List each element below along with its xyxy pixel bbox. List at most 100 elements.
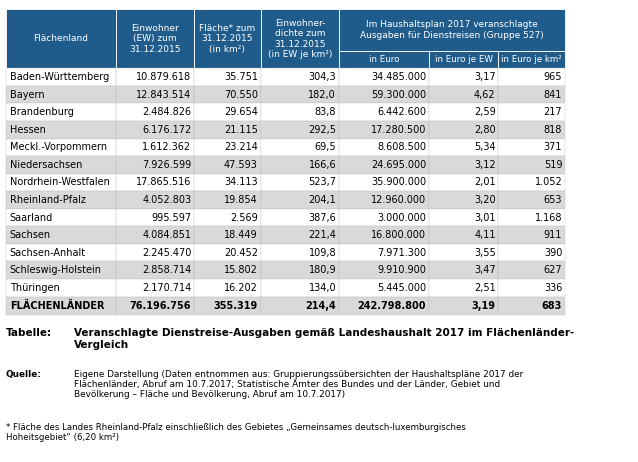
Bar (498, 261, 565, 279)
Text: 9.910.900: 9.910.900 (377, 265, 426, 275)
Bar (498, 279, 565, 297)
Text: 2,59: 2,59 (474, 107, 496, 117)
Text: Nordrhein-Westfalen: Nordrhein-Westfalen (10, 177, 110, 188)
Bar (194, 9, 261, 68)
Bar (6, 279, 116, 297)
Bar (339, 244, 429, 261)
Bar (6, 121, 116, 139)
Bar (339, 86, 429, 103)
Text: Tabelle:: Tabelle: (6, 328, 52, 338)
Text: 221,4: 221,4 (308, 230, 336, 240)
Text: 965: 965 (544, 72, 562, 82)
Bar (116, 86, 194, 103)
Bar (498, 121, 565, 139)
Bar (194, 279, 261, 297)
Bar (339, 174, 429, 191)
Text: 34.113: 34.113 (225, 177, 258, 188)
Text: Fläche* zum
31.12.2015
(in km²): Fläche* zum 31.12.2015 (in km²) (199, 24, 256, 54)
Bar (339, 51, 429, 68)
Text: 2.170.714: 2.170.714 (142, 283, 191, 293)
Bar (261, 279, 339, 297)
Text: 4,62: 4,62 (474, 90, 496, 100)
Bar (194, 156, 261, 174)
Text: Sachsen: Sachsen (10, 230, 51, 240)
Text: 20.452: 20.452 (224, 248, 258, 258)
Bar (498, 86, 565, 103)
Bar (429, 86, 498, 103)
Bar (116, 244, 194, 261)
Text: 371: 371 (544, 142, 562, 152)
Bar (194, 191, 261, 209)
Text: 4.052.803: 4.052.803 (142, 195, 191, 205)
Bar (6, 103, 116, 121)
Text: 3,20: 3,20 (474, 195, 496, 205)
Text: 70.550: 70.550 (224, 90, 258, 100)
Bar (116, 9, 194, 68)
Text: FLÄCHENLÄNDER: FLÄCHENLÄNDER (10, 301, 104, 311)
Bar (339, 261, 429, 279)
Bar (429, 226, 498, 244)
Bar (116, 68, 194, 86)
Text: Thüringen: Thüringen (10, 283, 59, 293)
Text: Hessen: Hessen (10, 125, 45, 135)
Text: 29.654: 29.654 (224, 107, 258, 117)
Text: * Fläche des Landes Rheinland-Pfalz einschließlich des Gebietes „Gemeinsames deu: * Fläche des Landes Rheinland-Pfalz eins… (6, 423, 466, 442)
Text: 23.214: 23.214 (224, 142, 258, 152)
Bar (261, 209, 339, 226)
Bar (6, 209, 116, 226)
Text: Einwohner-
dichte zum
31.12.2015
(in EW je km²): Einwohner- dichte zum 31.12.2015 (in EW … (268, 18, 332, 59)
Text: 1.612.362: 1.612.362 (142, 142, 191, 152)
Text: 16.202: 16.202 (224, 283, 258, 293)
Text: 387,6: 387,6 (308, 213, 336, 223)
Bar (498, 174, 565, 191)
Bar (498, 156, 565, 174)
Bar (6, 139, 116, 156)
Text: 627: 627 (544, 265, 562, 275)
Bar (429, 139, 498, 156)
Bar (498, 191, 565, 209)
Text: 166,6: 166,6 (309, 160, 336, 170)
Text: 18.449: 18.449 (225, 230, 258, 240)
Text: 242.798.800: 242.798.800 (357, 301, 426, 311)
Text: 3,19: 3,19 (471, 301, 496, 311)
Text: 217: 217 (544, 107, 562, 117)
Bar (116, 174, 194, 191)
Text: Meckl.-Vorpommern: Meckl.-Vorpommern (10, 142, 107, 152)
Text: 3.000.000: 3.000.000 (377, 213, 426, 223)
Text: 355.319: 355.319 (214, 301, 258, 311)
Bar (339, 156, 429, 174)
Text: 995.597: 995.597 (151, 213, 191, 223)
Text: 1.052: 1.052 (535, 177, 562, 188)
Bar (194, 226, 261, 244)
Bar (261, 68, 339, 86)
Text: in Euro je EW: in Euro je EW (434, 55, 493, 64)
Bar (498, 244, 565, 261)
Bar (116, 121, 194, 139)
Bar (339, 209, 429, 226)
Bar (429, 156, 498, 174)
Text: 15.802: 15.802 (224, 265, 258, 275)
Text: 10.879.618: 10.879.618 (136, 72, 191, 82)
Bar (116, 226, 194, 244)
Text: 6.442.600: 6.442.600 (377, 107, 426, 117)
Bar (116, 191, 194, 209)
Text: 7.926.599: 7.926.599 (142, 160, 191, 170)
Bar (429, 279, 498, 297)
Bar (116, 139, 194, 156)
Text: in Euro: in Euro (369, 55, 399, 64)
Text: 519: 519 (544, 160, 562, 170)
Text: Brandenburg: Brandenburg (10, 107, 73, 117)
Bar (339, 68, 429, 86)
Bar (339, 191, 429, 209)
Text: 653: 653 (544, 195, 562, 205)
Text: 134,0: 134,0 (309, 283, 336, 293)
Text: Flächenland: Flächenland (33, 34, 88, 43)
Bar (261, 226, 339, 244)
Bar (6, 297, 116, 315)
Bar (429, 209, 498, 226)
Text: 3,12: 3,12 (474, 160, 496, 170)
Bar (116, 156, 194, 174)
Text: 2.245.470: 2.245.470 (142, 248, 191, 258)
Bar (429, 68, 498, 86)
Bar (261, 174, 339, 191)
